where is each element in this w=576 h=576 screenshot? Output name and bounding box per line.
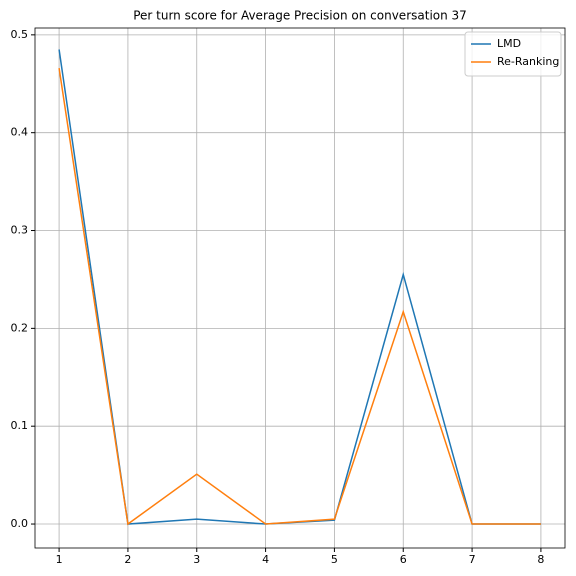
legend-label: LMD (497, 37, 521, 50)
chart-title: Per turn score for Average Precision on … (133, 9, 467, 23)
x-tick-label: 8 (537, 553, 544, 566)
x-tick-label: 7 (469, 553, 476, 566)
plot-frame (34, 27, 566, 549)
x-tick-label: 1 (56, 553, 63, 566)
legend-label: Re-Ranking (497, 55, 559, 68)
x-tick-label: 2 (124, 553, 131, 566)
x-tick-label: 4 (262, 553, 269, 566)
x-tick-label: 6 (400, 553, 407, 566)
y-tick-label: 0.1 (11, 419, 29, 432)
x-tick-label: 5 (331, 553, 338, 566)
legend-box (464, 31, 562, 77)
y-tick-label: 0.2 (11, 321, 29, 334)
y-tick-label: 0.4 (11, 126, 29, 139)
y-tick-label: 0.3 (11, 224, 29, 237)
y-tick-label: 0.0 (11, 517, 29, 530)
series-line (58, 68, 541, 526)
x-tick-label: 3 (193, 553, 200, 566)
series-line (58, 49, 541, 525)
y-tick-label: 0.5 (11, 28, 29, 41)
